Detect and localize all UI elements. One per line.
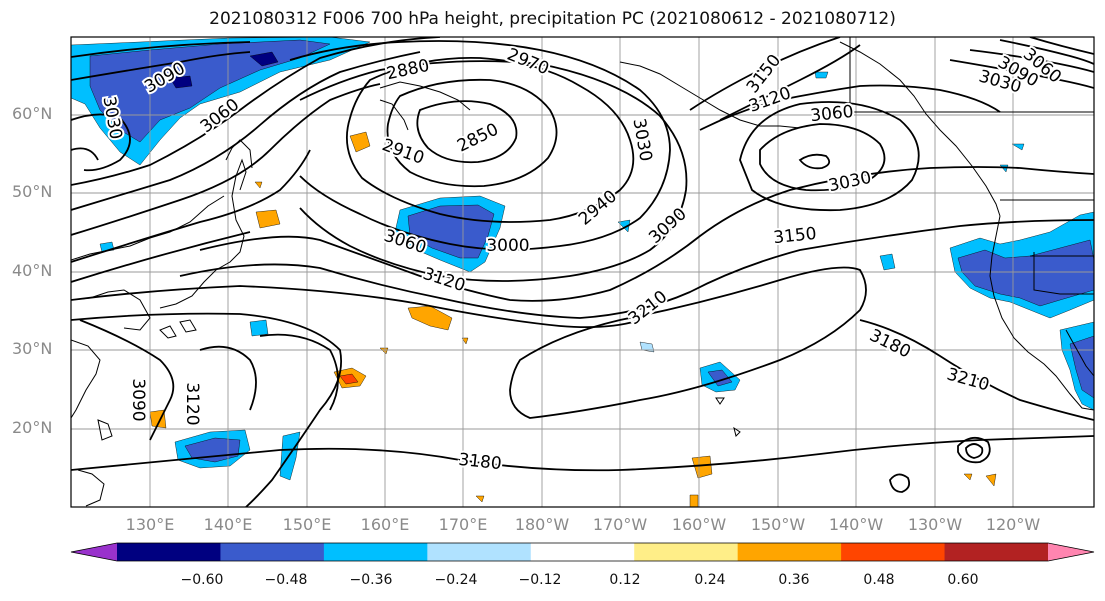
colorbar-segment — [220, 543, 325, 561]
colorbar-segment — [530, 543, 635, 561]
contour-label: 3090 — [128, 378, 148, 421]
colorbar — [70, 542, 1095, 562]
lon-label: 120°W — [985, 515, 1041, 534]
lon-label: 170°W — [592, 515, 648, 534]
colorbar-segment — [71, 543, 117, 561]
lon-label: 160°W — [671, 515, 727, 534]
lat-label: 20°N — [12, 418, 53, 437]
colorbar-segment — [117, 543, 221, 561]
contour-label: 3000 — [486, 236, 529, 256]
colorbar-tick-label: −0.12 — [518, 572, 562, 588]
lon-label: 150°E — [282, 515, 332, 534]
colorbar-segment — [323, 543, 428, 561]
lat-label: 50°N — [12, 182, 53, 201]
colorbar-segment — [1048, 543, 1094, 561]
colorbar-tick-label: −0.60 — [180, 572, 224, 588]
lon-label: 140°E — [203, 515, 253, 534]
colorbar-segment — [944, 543, 1049, 561]
lat-label: 40°N — [12, 261, 53, 280]
map-title: 2021080312 F006 700 hPa height, precipit… — [209, 9, 896, 29]
lon-label: 140°W — [828, 515, 884, 534]
colorbar-tick-label: 0.12 — [609, 572, 641, 588]
colorbar-segment — [737, 543, 842, 561]
lat-label: 60°N — [12, 104, 53, 123]
lon-label: 180°W — [514, 515, 570, 534]
coastlines — [71, 37, 1094, 507]
lon-label: 130°W — [907, 515, 963, 534]
lon-label: 150°W — [750, 515, 806, 534]
colorbar-tick-label: 0.36 — [778, 572, 810, 588]
map-frame — [70, 36, 1095, 508]
colorbar-tick-label: −0.48 — [264, 572, 308, 588]
lat-label: 30°N — [12, 339, 53, 358]
contour-label: 3120 — [182, 382, 202, 425]
lon-label: 130°E — [125, 515, 175, 534]
colorbar-outline — [70, 542, 1095, 562]
colorbar-tick-label: −0.24 — [434, 572, 478, 588]
contour-label: 3150 — [772, 224, 817, 248]
colorbar-segment — [427, 543, 532, 561]
colorbar-tick-label: −0.36 — [349, 572, 393, 588]
colorbar-segment — [634, 543, 739, 561]
lon-label: 160°E — [360, 515, 410, 534]
colorbar-segment — [841, 543, 946, 561]
graticule — [71, 37, 1094, 507]
height-contours — [71, 37, 1094, 507]
colorbar-tick-label: 0.24 — [694, 572, 726, 588]
colorbar-tick-label: 0.48 — [863, 572, 895, 588]
colorbar-tick-label: 0.60 — [947, 572, 979, 588]
lon-label: 170°E — [438, 515, 488, 534]
